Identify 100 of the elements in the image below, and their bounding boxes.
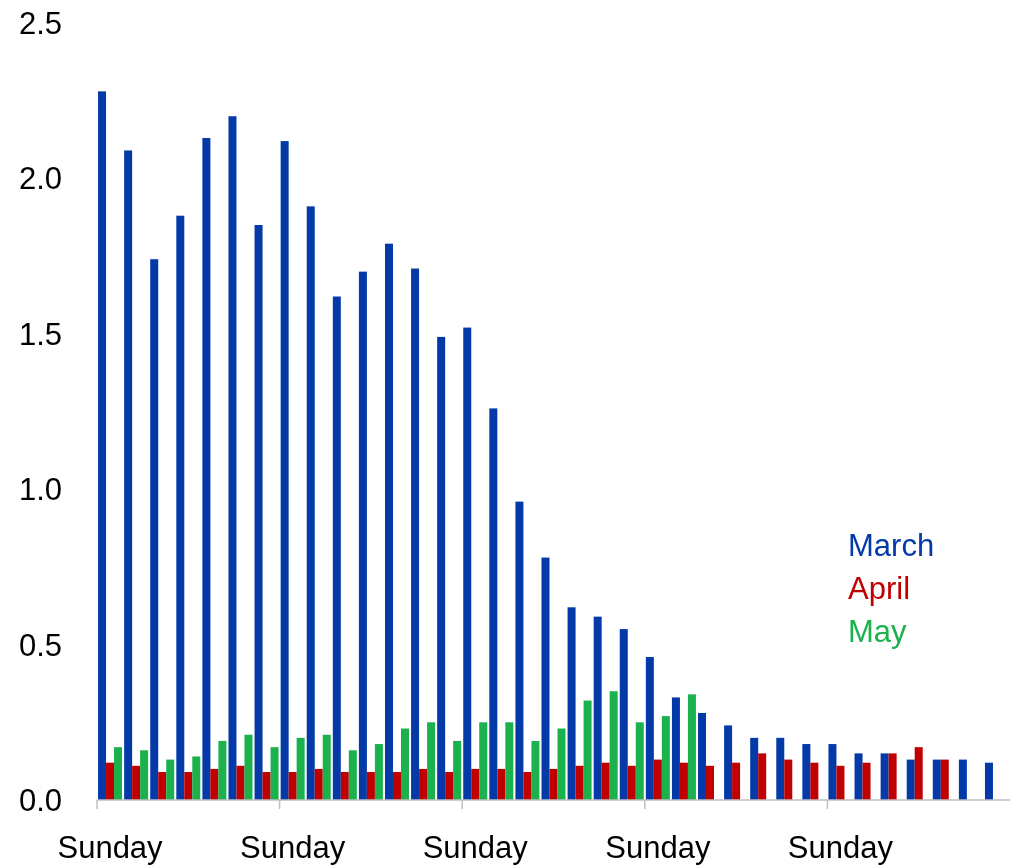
bar	[698, 712, 707, 800]
y-tick-label: 1.5	[18, 316, 62, 352]
bar	[854, 753, 863, 800]
bar	[419, 768, 428, 800]
bar	[158, 772, 167, 800]
bar	[236, 765, 245, 800]
bar	[601, 762, 610, 800]
bar	[776, 737, 785, 800]
bar	[98, 91, 107, 800]
bar	[523, 772, 532, 800]
bar	[862, 762, 871, 800]
bar	[958, 759, 967, 800]
bar	[453, 740, 462, 800]
bar	[280, 141, 289, 800]
bar	[392, 772, 401, 800]
bar	[348, 750, 357, 800]
bar	[758, 753, 767, 800]
bar	[567, 607, 576, 800]
bar	[557, 728, 566, 800]
x-tick-label: Sunday	[240, 830, 346, 865]
y-tick-label: 2.0	[18, 161, 62, 197]
bar	[888, 753, 897, 800]
bar	[202, 138, 211, 800]
text: March	[848, 528, 935, 563]
bar	[932, 759, 941, 800]
bar	[914, 747, 923, 800]
bar	[679, 762, 688, 800]
bar	[984, 762, 993, 800]
bar	[505, 722, 514, 800]
bar	[609, 691, 618, 800]
bar	[306, 206, 315, 800]
bar	[583, 700, 592, 800]
bar	[314, 768, 323, 800]
bar	[150, 259, 159, 800]
bar	[437, 336, 446, 800]
bar	[340, 772, 349, 800]
bar	[489, 408, 498, 800]
bar	[471, 768, 480, 800]
bar	[176, 215, 185, 800]
bar	[192, 756, 201, 800]
text: May	[848, 614, 908, 649]
bar	[810, 762, 819, 800]
bar	[445, 772, 454, 800]
bar	[411, 268, 420, 800]
bar	[244, 734, 253, 800]
bar	[593, 616, 602, 800]
bar	[140, 750, 149, 800]
bar	[802, 744, 811, 800]
bar	[940, 759, 949, 800]
bar	[732, 762, 741, 800]
bar	[124, 150, 133, 800]
bar	[828, 744, 837, 800]
bar	[706, 765, 715, 800]
bar	[531, 740, 540, 800]
bar	[358, 271, 367, 800]
bar	[166, 759, 175, 800]
bar	[497, 768, 506, 800]
bar	[635, 722, 644, 800]
bar	[218, 740, 227, 800]
bar	[627, 765, 636, 800]
x-tick-label: Sunday	[422, 830, 529, 865]
bar	[384, 243, 393, 800]
bar	[463, 327, 472, 800]
bar	[332, 296, 341, 800]
bar	[254, 225, 263, 800]
bar	[515, 501, 524, 800]
bar	[724, 725, 733, 800]
bar	[400, 728, 409, 800]
bar	[322, 734, 331, 800]
bar	[210, 768, 219, 800]
y-tick-label: 1.0	[18, 472, 62, 508]
bar	[906, 759, 915, 800]
bar	[671, 697, 680, 800]
bar	[366, 772, 375, 800]
bar	[296, 737, 305, 800]
bar	[262, 772, 271, 800]
bar	[549, 768, 558, 800]
text: April	[848, 571, 911, 606]
bar	[132, 765, 141, 800]
y-tick-label: 0.5	[18, 627, 62, 663]
bar	[228, 116, 237, 800]
bar	[479, 722, 488, 800]
bar	[880, 753, 889, 800]
bar	[619, 629, 628, 800]
bar	[661, 716, 670, 800]
bar	[288, 772, 297, 800]
bar	[114, 747, 123, 800]
bar	[374, 744, 383, 800]
x-tick-label: Sunday	[787, 830, 894, 865]
x-tick-label: Sunday	[605, 830, 711, 865]
bar	[270, 747, 279, 800]
bar	[427, 722, 436, 800]
bar	[106, 762, 115, 800]
y-tick-label: 0.0	[18, 783, 62, 818]
bar	[645, 657, 654, 800]
bar	[575, 765, 584, 800]
y-tick-label: 2.5	[18, 6, 62, 41]
bar	[184, 772, 193, 800]
x-tick-label: Sunday	[57, 830, 164, 865]
bar	[750, 737, 759, 800]
